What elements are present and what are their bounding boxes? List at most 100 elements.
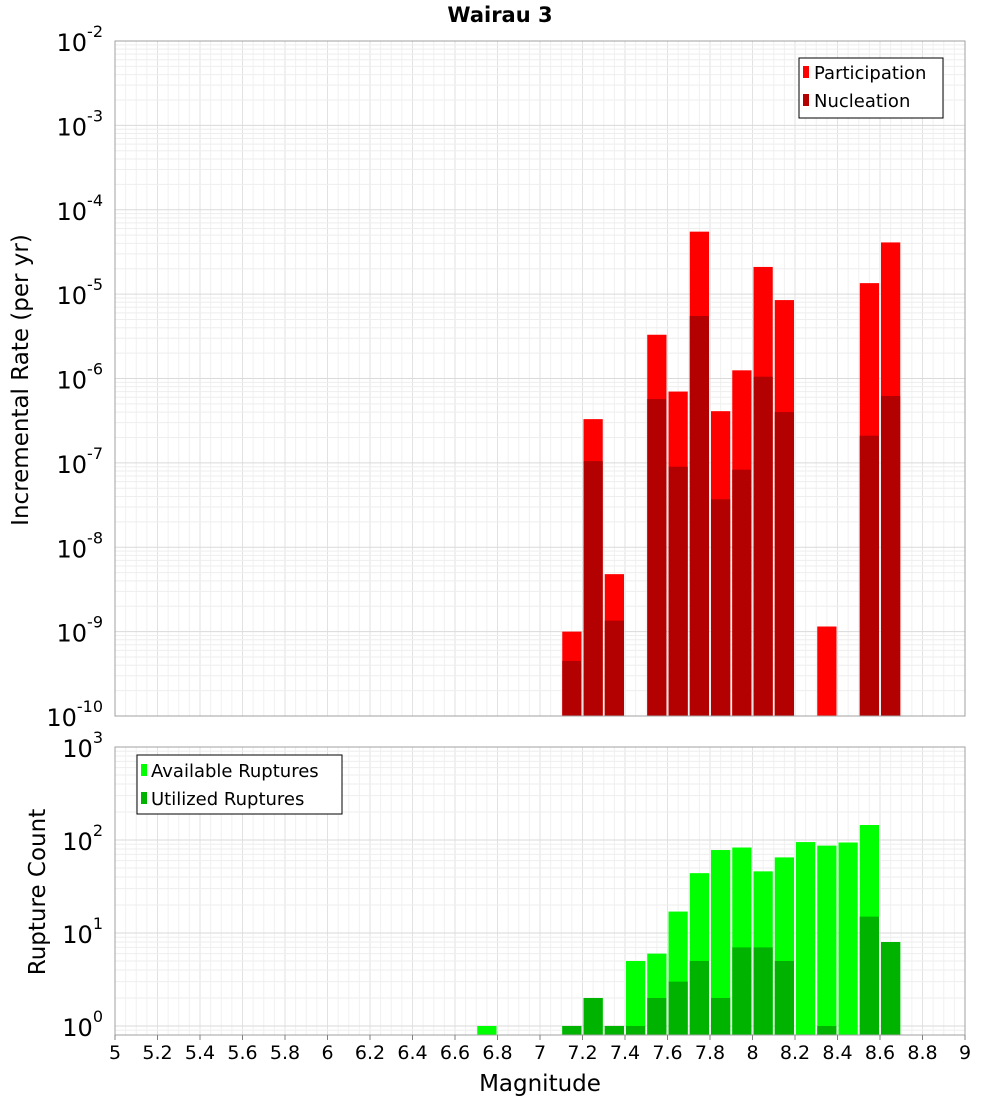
nucleation-bar (881, 396, 901, 716)
chart-title: Wairau 3 (447, 3, 552, 27)
top-y-tick-label: 10-9 (57, 613, 104, 648)
x-tick-label: 5.6 (227, 1042, 257, 1064)
x-tick-label: 7 (534, 1042, 546, 1064)
available-ruptures-bar (626, 960, 646, 1035)
tick-base: 10 (62, 921, 93, 949)
x-tick-label: 9 (959, 1042, 971, 1064)
top-legend-box (798, 57, 944, 119)
bottom-legend-box (136, 754, 343, 815)
x-tick-label: 8.2 (780, 1042, 810, 1064)
tick-base: 10 (62, 735, 93, 763)
utilized-ruptures-bar (732, 947, 752, 1035)
tick-exponent: -8 (87, 528, 103, 547)
bottom-y-tick-label: 101 (62, 914, 103, 949)
top-y-tick-label: 10-3 (57, 106, 104, 141)
nucleation-bar (647, 399, 667, 716)
x-tick-label: 7.2 (567, 1042, 597, 1064)
utilized-ruptures-bar (604, 1025, 624, 1035)
utilized-ruptures-bar (689, 960, 709, 1035)
x-tick-label: 5.8 (270, 1042, 300, 1064)
x-tick-label: 6.2 (355, 1042, 385, 1064)
tick-exponent: -9 (87, 613, 103, 632)
legend-swatch-available (141, 764, 147, 776)
tick-exponent: 0 (93, 1007, 103, 1026)
tick-base: 10 (57, 282, 88, 310)
top-plot-frame (114, 40, 966, 717)
utilized-ruptures-bar (859, 916, 879, 1035)
tick-exponent: -10 (77, 697, 103, 716)
x-tick-label: 5.2 (142, 1042, 172, 1064)
top-bars (562, 231, 901, 716)
x-ticks: 5 5.2 5.4 5.6 5.8 6 6.2 6.4 6.6 6.8 7 7.2 7.4 7.6 7.8 8… (109, 1035, 971, 1064)
tick-base: 10 (46, 704, 77, 732)
x-tick-label: 5 (109, 1042, 121, 1064)
tick-exponent: -2 (87, 22, 103, 41)
top-y-tick-label: 10-6 (57, 360, 104, 395)
utilized-ruptures-bar (583, 997, 603, 1035)
utilized-ruptures-bar (881, 942, 901, 1035)
bottom-bars (477, 824, 901, 1035)
available-ruptures-bar (838, 842, 858, 1035)
x-tick-label: 7.4 (610, 1042, 640, 1064)
top-legend: Participation Nucleation (798, 57, 944, 119)
tick-base: 10 (57, 29, 88, 57)
bottom-y-tick-label: 102 (62, 821, 103, 856)
nucleation-bar (668, 466, 688, 716)
x-tick-label: 7.6 (652, 1042, 682, 1064)
tick-exponent: -3 (87, 106, 103, 125)
tick-base: 10 (57, 113, 88, 141)
top-y-ticks: 10-210-310-410-510-610-710-810-910-10 (46, 22, 103, 732)
top-y-tick-label: 10-10 (46, 697, 103, 732)
tick-exponent: -6 (87, 360, 103, 379)
bottom-y-axis-label: Rupture Count (25, 809, 51, 975)
nucleation-bar (711, 499, 731, 716)
x-tick-label: 6.4 (397, 1042, 427, 1064)
bottom-legend: Available Ruptures Utilized Ruptures (136, 754, 343, 815)
tick-base: 10 (62, 1014, 93, 1042)
x-tick-label: 6 (321, 1042, 333, 1064)
tick-exponent: 1 (93, 914, 103, 933)
top-grid (114, 40, 966, 717)
top-y-tick-label: 10-8 (57, 528, 104, 563)
top-y-tick-label: 10-2 (57, 22, 104, 57)
tick-exponent: -4 (87, 191, 103, 210)
nucleation-bar (753, 376, 773, 716)
tick-exponent: 2 (93, 821, 103, 840)
top-y-tick-label: 10-4 (57, 191, 104, 226)
top-plot: 10-210-310-410-510-610-710-810-910-10 In… (8, 22, 966, 732)
x-tick-label: 8 (746, 1042, 758, 1064)
utilized-ruptures-bar (711, 997, 731, 1035)
bottom-y-tick-label: 103 (62, 728, 103, 763)
utilized-ruptures-bar (647, 997, 667, 1035)
available-ruptures-bar (711, 850, 731, 1035)
nucleation-bar (562, 660, 582, 716)
legend-label-participation: Participation (814, 63, 926, 84)
utilized-ruptures-bar (817, 1025, 837, 1035)
legend-swatch-participation (803, 66, 809, 78)
utilized-ruptures-bar (562, 1025, 582, 1035)
nucleation-bar (732, 469, 752, 716)
legend-label-utilized: Utilized Ruptures (151, 789, 304, 810)
tick-exponent: -7 (87, 444, 103, 463)
available-ruptures-bar (796, 842, 816, 1035)
tick-base: 10 (57, 367, 88, 395)
tick-base: 10 (57, 620, 88, 648)
tick-base: 10 (57, 535, 88, 563)
tick-exponent: -5 (87, 275, 103, 294)
available-ruptures-bar (817, 845, 837, 1035)
x-tick-label: 8.4 (822, 1042, 852, 1064)
tick-exponent: 3 (93, 728, 103, 747)
utilized-ruptures-bar (668, 981, 688, 1035)
nucleation-bar (774, 412, 794, 716)
legend-swatch-utilized (141, 792, 147, 804)
nucleation-bar (583, 461, 603, 716)
top-y-tick-label: 10-5 (57, 275, 104, 310)
tick-base: 10 (57, 198, 88, 226)
x-tick-label: 8.8 (907, 1042, 937, 1064)
nucleation-bar (604, 620, 624, 716)
utilized-ruptures-bar (774, 960, 794, 1035)
x-tick-label: 5.4 (185, 1042, 215, 1064)
